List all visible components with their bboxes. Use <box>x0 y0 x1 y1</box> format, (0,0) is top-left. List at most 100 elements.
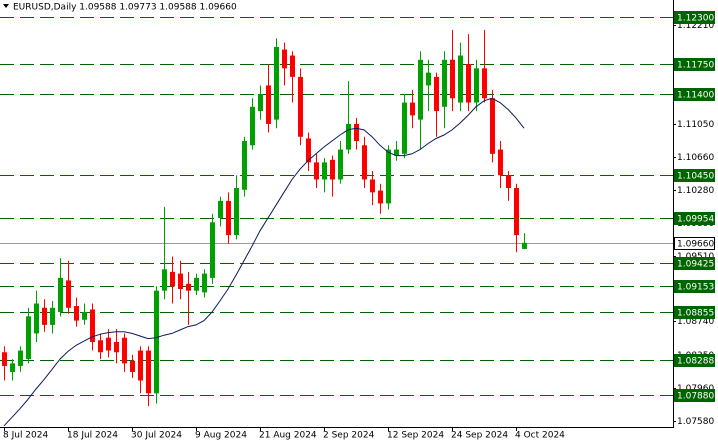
x-tick-label: 8 Jul 2024 <box>3 431 48 441</box>
candle-body <box>34 303 39 334</box>
candle-body <box>370 179 375 193</box>
current-price-box <box>674 237 715 250</box>
level-label-box <box>674 11 715 24</box>
candle-body <box>314 162 319 180</box>
level-label-box <box>674 280 715 293</box>
candle-body <box>522 242 527 249</box>
candle-body <box>426 72 431 86</box>
candle-body <box>458 55 463 103</box>
candle-body <box>130 360 135 372</box>
candle-body <box>74 306 79 321</box>
candle-body <box>266 85 271 124</box>
candle-body <box>106 337 111 351</box>
candle-body <box>298 76 303 137</box>
x-tick-label: 9 Aug 2024 <box>195 431 247 441</box>
candle-body <box>242 141 247 190</box>
level-label: 1.11750 <box>677 61 714 71</box>
level-label: 1.10450 <box>677 172 714 182</box>
candle-body <box>482 68 487 99</box>
y-tick-label: 1.10280 <box>677 186 714 196</box>
level-label-box <box>674 257 715 270</box>
candle-body <box>402 102 407 154</box>
candle-body <box>282 49 287 69</box>
level-label: 1.07880 <box>677 392 714 402</box>
candle-body <box>290 55 295 77</box>
axis-layer: 1.122101.110501.106601.102801.098901.095… <box>3 11 715 441</box>
candle-body <box>10 363 15 372</box>
x-tick-label: 12 Sep 2024 <box>387 431 444 441</box>
candle-body <box>466 64 471 103</box>
x-tick-label: 30 Jul 2024 <box>131 431 182 441</box>
y-tick-label: 1.11050 <box>677 120 714 130</box>
candle-body <box>122 337 127 364</box>
level-label: 1.12300 <box>677 14 714 24</box>
level-label: 1.09425 <box>677 260 714 270</box>
candle-body <box>386 149 391 204</box>
candle-body <box>154 290 159 394</box>
level-label-box <box>674 306 715 319</box>
candle-body <box>146 350 151 394</box>
candle-body <box>450 59 455 99</box>
candle-body <box>346 123 351 150</box>
candle-body <box>170 271 175 287</box>
candle-body <box>330 159 335 180</box>
candle-body <box>258 93 263 112</box>
level-label-box <box>674 88 715 101</box>
candle-body <box>250 106 255 146</box>
candle-body <box>410 102 415 116</box>
symbol-icon <box>3 4 9 8</box>
x-tick-label: 24 Sep 2024 <box>451 431 508 441</box>
y-tick-label: 1.10660 <box>677 153 714 163</box>
level-label-box <box>674 354 715 367</box>
chart-title: EURUSD,Daily 1.09588 1.09773 1.09588 1.0… <box>13 3 237 13</box>
level-label: 1.08288 <box>677 357 714 367</box>
candle-body <box>434 76 439 112</box>
y-tick-label: 1.12210 <box>677 21 714 31</box>
candle-body <box>98 340 103 353</box>
candle-body <box>42 307 47 325</box>
x-tick-label: 2 Sep 2024 <box>323 431 375 441</box>
candle-body <box>218 200 223 218</box>
candle-body <box>474 68 479 103</box>
level-label-box <box>674 169 715 182</box>
candle-body <box>418 59 423 120</box>
moving-average <box>3 97 525 427</box>
candle-body <box>58 277 63 313</box>
candle-body <box>202 273 207 293</box>
candle-body <box>26 316 31 360</box>
candle-body <box>306 138 311 163</box>
candle-body <box>354 123 359 142</box>
candle-body <box>226 200 231 236</box>
candle-body <box>514 188 519 236</box>
y-tick-label: 1.08740 <box>677 317 714 327</box>
candle-body <box>498 149 503 176</box>
candle-body <box>2 352 7 366</box>
candle-body <box>210 222 215 278</box>
candle-body <box>442 59 447 107</box>
candle-body <box>322 162 327 180</box>
level-label: 1.11400 <box>677 91 714 101</box>
y-tick-label: 1.07580 <box>677 417 714 427</box>
level-label-box <box>674 212 715 225</box>
candle-body <box>394 149 399 156</box>
candle-body <box>194 277 199 291</box>
candle-body <box>82 312 87 320</box>
candle-body <box>234 188 239 236</box>
x-tick-label: 4 Oct 2024 <box>515 431 565 441</box>
x-tick-label: 21 Aug 2024 <box>259 431 317 441</box>
candle-body <box>338 149 343 180</box>
marks-layer <box>2 29 527 427</box>
candle-body <box>18 350 23 366</box>
level-label: 1.08855 <box>677 309 714 319</box>
current-price-label: 1.09660 <box>677 240 714 250</box>
candle-body <box>50 307 55 325</box>
grid-layer <box>0 17 673 396</box>
candle-body <box>506 175 511 189</box>
candle-body <box>274 46 279 120</box>
candle-body <box>138 350 143 381</box>
candle-body <box>490 98 495 154</box>
candle-body <box>378 190 383 204</box>
level-label: 1.09153 <box>677 283 714 293</box>
